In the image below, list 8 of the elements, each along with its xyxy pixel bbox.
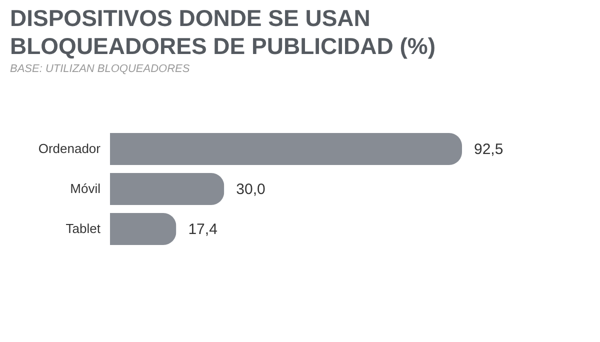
y-tick-label: Tablet — [66, 221, 101, 236]
data-label: 30,0 — [236, 181, 266, 198]
y-tick-label: Móvil — [70, 181, 101, 196]
data-label: 92,5 — [474, 141, 504, 158]
chart-title: DISPOSITIVOS DONDE SE USAN BLOQUEADORES DE PUBLICIDAD (%) — [10, 5, 436, 59]
y-tick-label: Ordenador — [38, 141, 102, 156]
chart-subtitle: BASE: UTILIZAN BLOQUEADORES — [10, 63, 190, 75]
data-label: 17,4 — [188, 221, 218, 238]
